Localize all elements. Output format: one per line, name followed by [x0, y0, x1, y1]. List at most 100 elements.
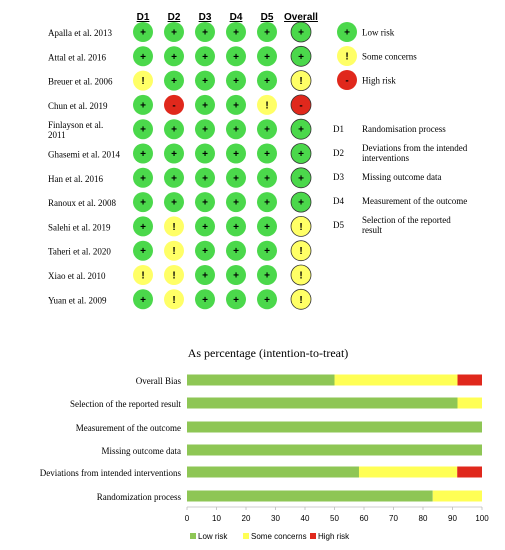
judgement-symbol: !: [299, 76, 302, 87]
domain-label-d5: Selection of the reported result: [362, 215, 451, 235]
judgement-dot-low: [290, 191, 312, 213]
judgement-dot-low: [226, 240, 246, 261]
judgement-symbol: +: [140, 100, 146, 111]
x-tick-label: 60: [360, 514, 369, 523]
judgement-symbol: +: [264, 173, 270, 184]
legend-label-some: Some concerns: [362, 52, 417, 62]
judgement-dot-low: [257, 289, 277, 310]
judgement-dot-some: [290, 70, 312, 91]
bar-segment-high-risk: [457, 466, 482, 478]
judgement-dot-low: [226, 192, 246, 213]
column-header-d3: D3: [199, 12, 212, 23]
judgement-dot-low: [164, 22, 184, 42]
legend-dot-some: [337, 46, 357, 66]
judgement-dot-low: [164, 46, 184, 67]
judgement-symbol: !: [265, 100, 268, 111]
legend-label-low: Low risk: [362, 28, 395, 38]
judgement-dot-low: [133, 22, 153, 42]
judgement-dot-some: [133, 265, 153, 285]
judgement-dot-low: [133, 289, 153, 310]
study-label-apalla-et-al-2013: Apalla et al. 2013: [48, 28, 112, 38]
bar-segment-low-risk: [187, 421, 482, 433]
judgement-symbol: +: [202, 149, 208, 160]
judgement-symbol: +: [233, 295, 239, 306]
judgement-symbol: +: [298, 198, 304, 209]
judgement-symbol: !: [172, 271, 175, 282]
judgement-symbol: !: [172, 295, 175, 306]
domain-label-d2: Deviations from the intended intervention…: [362, 143, 468, 163]
judgement-dot-low: [164, 143, 184, 164]
judgement-symbol: +: [298, 28, 304, 39]
judgement-dot-low: [226, 216, 246, 237]
legend-swatch-low-risk: [190, 533, 196, 539]
study-label-salehi-et-al-2019: Salehi et al. 2019: [48, 222, 111, 232]
bar-segment-low-risk: [187, 397, 458, 409]
study-label-ghasemi-et-al-2014: Ghasemi et al. 2014: [48, 150, 120, 160]
judgement-symbol: +: [298, 149, 304, 160]
judgement-dot-some: [290, 264, 312, 286]
judgement-symbol: +: [202, 173, 208, 184]
judgement-symbol: !: [141, 271, 144, 282]
judgement-dot-low: [133, 119, 153, 140]
x-tick-label: 100: [475, 514, 489, 523]
study-label-line: 2011: [48, 130, 66, 140]
x-tick-label: 40: [301, 514, 310, 523]
judgement-symbol: +: [233, 28, 239, 39]
category-label-selection-of-the-reported-result: Selection of the reported result: [70, 399, 181, 409]
column-header-d4: D4: [230, 12, 243, 23]
summary-bar-chart: As percentage (intention-to-treat) Overal…: [40, 346, 489, 541]
domain-label-line: result: [362, 225, 382, 235]
judgement-dot-low: [164, 70, 184, 91]
judgement-symbol: +: [233, 149, 239, 160]
judgement-dot-low: [257, 192, 277, 213]
legend-dot-high: [337, 70, 357, 90]
judgement-symbol: +: [233, 52, 239, 63]
domain-code-d4: D4: [333, 196, 344, 206]
judgement-symbol: +: [233, 100, 239, 111]
judgement-dot-low: [195, 192, 215, 213]
judgement-symbol: +: [233, 125, 239, 136]
column-header-d2: D2: [168, 12, 181, 23]
judgement-symbol: +: [171, 52, 177, 63]
study-label-chun-et-al-2019: Chun et al. 2019: [48, 101, 108, 111]
judgement-dot-low: [133, 216, 153, 237]
judgement-symbol: +: [202, 100, 208, 111]
judgement-symbol: !: [299, 295, 302, 306]
study-label-ranoux-et-al-2008: Ranoux et al. 2008: [48, 198, 116, 208]
judgement-dot-low: [133, 46, 153, 67]
judgement-dot-low: [195, 240, 215, 261]
category-label-randomization-process: Randomization process: [97, 492, 182, 502]
x-tick-label: 10: [212, 514, 221, 523]
judgement-symbol: +: [202, 52, 208, 63]
domain-code-d2: D2: [333, 148, 344, 158]
x-tick-label: 30: [271, 514, 280, 523]
judgement-dot-some: [133, 70, 153, 91]
judgement-dot-low: [133, 240, 153, 261]
x-tick-label: 80: [419, 514, 428, 523]
judgement-dot-low: [290, 143, 312, 164]
judgement-dot-low: [226, 94, 246, 115]
judgement-symbol: !: [299, 246, 302, 257]
judgement-dot-low: [195, 119, 215, 140]
judgement-symbol: +: [171, 125, 177, 136]
judgement-symbol: +: [140, 295, 146, 306]
judgement-dot-low: [133, 94, 153, 115]
judgement-dot-low: [257, 70, 277, 91]
study-label-attal-et-al-2016: Attal et al. 2016: [48, 52, 106, 62]
domain-label-line: Selection of the reported: [362, 215, 451, 225]
study-label-han-et-al-2016: Han et al. 2016: [48, 174, 103, 184]
column-header-d1: D1: [137, 12, 150, 23]
judgement-dot-low: [226, 167, 246, 188]
x-tick-label: 0: [185, 514, 190, 523]
legend-symbol: -: [345, 76, 348, 87]
domain-label-d1: Randomisation process: [362, 124, 446, 134]
study-label-finlayson-et-al-2011: Finlayson et al. 2011: [48, 120, 103, 140]
judgement-symbol: +: [202, 295, 208, 306]
judgement-dot-low: [257, 265, 277, 285]
judgement-dot-low: [133, 192, 153, 213]
chart-title: As percentage (intention-to-treat): [188, 346, 349, 360]
judgement-symbol: +: [140, 246, 146, 257]
judgement-symbol: +: [140, 28, 146, 39]
judgement-dot-low: [195, 70, 215, 91]
